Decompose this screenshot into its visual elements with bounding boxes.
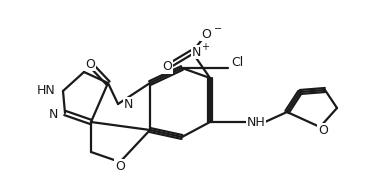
- Text: NH: NH: [247, 115, 266, 129]
- Text: O: O: [85, 57, 95, 70]
- Text: O: O: [162, 60, 172, 74]
- Text: O: O: [318, 123, 328, 136]
- Text: +: +: [201, 42, 209, 52]
- Text: N: N: [49, 108, 58, 121]
- Text: Cl: Cl: [231, 57, 243, 70]
- Text: HN: HN: [37, 84, 56, 98]
- Text: −: −: [214, 24, 222, 34]
- Text: O: O: [115, 160, 125, 173]
- Text: O: O: [201, 28, 211, 40]
- Text: N: N: [124, 98, 133, 111]
- Text: N: N: [191, 46, 201, 59]
